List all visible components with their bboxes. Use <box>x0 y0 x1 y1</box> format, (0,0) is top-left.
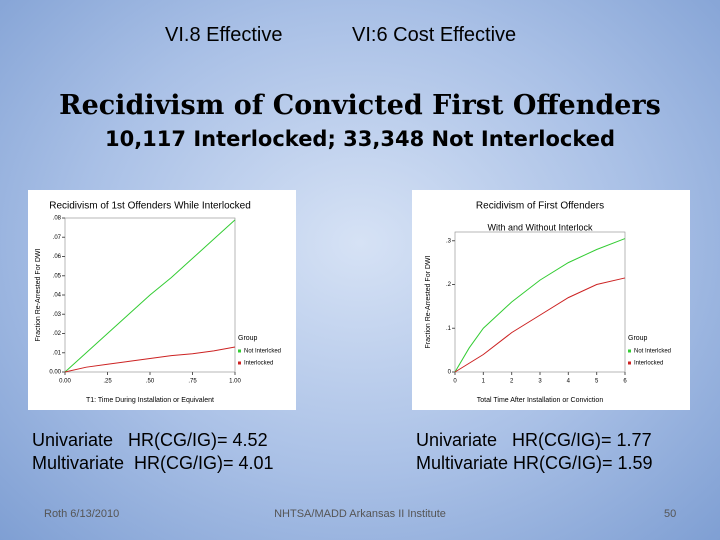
x-tick-label: 4 <box>567 379 571 385</box>
series-line <box>64 219 236 373</box>
series-line <box>454 277 626 373</box>
chart-subtitle: With and Without Interlock <box>487 222 593 232</box>
legend-swatch <box>238 361 241 365</box>
y-tick-label: .07 <box>53 235 62 241</box>
legend-label: Not Interlcked <box>244 349 281 355</box>
legend-swatch <box>628 361 631 365</box>
x-tick-label: 3 <box>538 379 542 385</box>
x-tick-label: .75 <box>188 379 197 385</box>
chart-title: Recidivism of First Offenders <box>476 201 604 212</box>
stat-text: Multivariate HR(CG/IG)= 4.01 <box>32 453 274 473</box>
y-axis-label: Fraction Re-Arrested For DWI <box>425 255 432 348</box>
stat-text: Univariate HR(CG/IG)= 4.52 <box>32 430 268 450</box>
stat-text: Univariate HR(CG/IG)= 1.77 <box>416 430 652 450</box>
chart: Recidivism of 1st Offenders While Interl… <box>28 190 296 410</box>
x-tick-label: 1.00 <box>229 379 241 385</box>
x-tick-label: 0 <box>453 379 457 385</box>
x-tick-label: 1 <box>482 379 486 385</box>
x-tick-label: 0.00 <box>59 379 71 385</box>
x-tick-label: 6 <box>623 379 627 385</box>
x-tick-label: 2 <box>510 379 514 385</box>
slide-subtitle: 10,117 Interlocked; 33,348 Not Interlock… <box>104 127 616 151</box>
top-right-text: VI:6 Cost Effective <box>352 24 517 46</box>
top-left-text: VI.8 Effective <box>165 24 283 46</box>
y-tick-label: .01 <box>53 350 62 356</box>
legend-label: Interlocked <box>634 361 663 367</box>
y-tick-label: .02 <box>53 331 62 337</box>
footer-center: NHTSA/MADD Arkansas II Institute <box>274 508 446 520</box>
x-tick-label: 5 <box>595 379 599 385</box>
x-tick-label: .25 <box>103 379 112 385</box>
y-tick-label: .04 <box>53 293 62 299</box>
footer-right: 50 <box>664 508 677 520</box>
y-tick-label: .1 <box>446 326 452 332</box>
y-tick-label: .3 <box>446 238 452 244</box>
x-tick-label: .50 <box>146 379 155 385</box>
y-tick-label: .08 <box>53 216 62 222</box>
legend-label: Not Interlcked <box>634 349 671 355</box>
y-tick-label: .2 <box>446 282 452 288</box>
series-line <box>454 238 626 373</box>
y-tick-label: .05 <box>53 273 62 279</box>
footer-left: Roth 6/13/2010 <box>44 508 120 520</box>
legend-swatch <box>238 349 241 353</box>
legend-title: Group <box>628 335 648 342</box>
chart: Recidivism of First Offenders With and Wi… <box>412 190 690 410</box>
chart-title: Recidivism of 1st Offenders While Interl… <box>49 201 251 212</box>
x-axis-label: T1: Time During Installation or Equivale… <box>86 397 214 404</box>
x-axis-label: Total Time After Installation or Convict… <box>477 397 604 404</box>
plot-area <box>454 231 626 373</box>
slide-title: Recidivism of Convicted First Offenders <box>59 90 661 121</box>
y-tick-label: 0.00 <box>49 370 61 376</box>
series-line <box>64 346 236 373</box>
legend-label: Interlocked <box>244 361 273 367</box>
y-axis-label: Fraction Re-Arrested For DWI <box>35 248 42 341</box>
y-tick-label: 0 <box>448 370 452 376</box>
y-tick-label: .03 <box>53 312 62 318</box>
legend-title: Group <box>238 335 258 342</box>
y-tick-label: .06 <box>53 254 62 260</box>
stat-text: Multivariate HR(CG/IG)= 1.59 <box>416 453 653 473</box>
legend-swatch <box>628 349 631 353</box>
